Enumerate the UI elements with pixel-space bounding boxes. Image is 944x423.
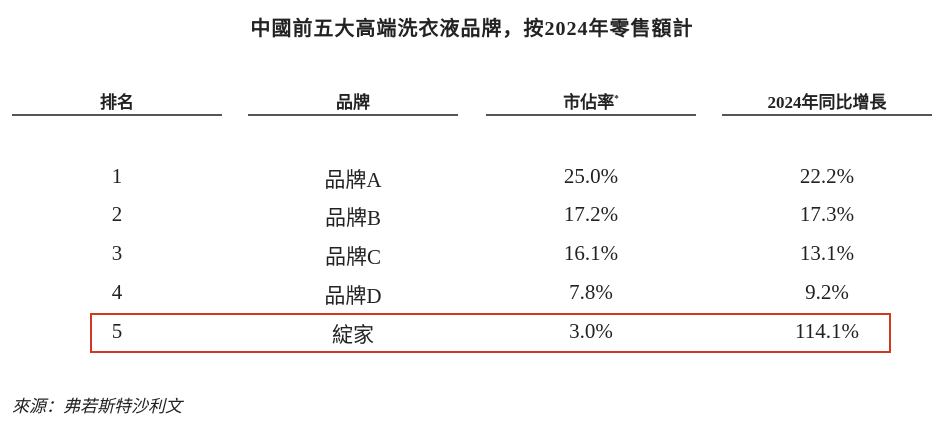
cell-share: 7.8% (569, 280, 613, 304)
footnote-marker: * (614, 93, 619, 104)
header-rank: 排名 (100, 93, 134, 112)
cell-growth: 17.3% (799, 202, 855, 226)
table-row: 5 綻家 3.0% 114.1% (0, 319, 944, 357)
header-rule (722, 114, 932, 116)
header-rule (486, 114, 696, 116)
cell-share: 17.2% (563, 202, 619, 226)
cell-rank: 5 (111, 319, 123, 343)
table-row: 3 品牌C 16.1% 13.1% (0, 241, 944, 279)
cell-brand: 綻家 (332, 323, 374, 347)
cell-share: 3.0% (569, 319, 613, 343)
table-title: 中國前五大高端洗衣液品牌，按2024年零售額計 (250, 18, 694, 40)
cell-brand: 品牌A (324, 168, 382, 192)
cell-growth: 9.2% (805, 280, 849, 304)
highlight-box (90, 313, 891, 353)
header-brand: 品牌 (336, 93, 370, 112)
cell-rank: 3 (111, 241, 123, 265)
table-row: 2 品牌B 17.2% 17.3% (0, 202, 944, 240)
table-row: 1 品牌A 25.0% 22.2% (0, 164, 944, 202)
cell-growth: 114.1% (795, 319, 859, 343)
cell-rank: 1 (111, 164, 123, 188)
source-note: 來源：弗若斯特沙利文 (12, 397, 182, 416)
header-growth: 2024年同比增長 (767, 93, 887, 112)
cell-growth: 22.2% (799, 164, 855, 188)
header-share: 市佔率* (486, 88, 696, 113)
header-rule (12, 114, 222, 116)
cell-rank: 2 (111, 202, 123, 226)
header-rule (248, 114, 458, 116)
cell-rank: 4 (111, 280, 123, 304)
cell-share: 25.0% (563, 164, 619, 188)
cell-brand: 品牌B (324, 206, 381, 230)
cell-brand: 品牌C (324, 245, 381, 269)
table-row: 4 品牌D 7.8% 9.2% (0, 280, 944, 318)
cell-share: 16.1% (563, 241, 619, 265)
cell-brand: 品牌D (324, 284, 382, 308)
header-share-label: 市佔率 (563, 93, 615, 112)
cell-growth: 13.1% (799, 241, 855, 265)
